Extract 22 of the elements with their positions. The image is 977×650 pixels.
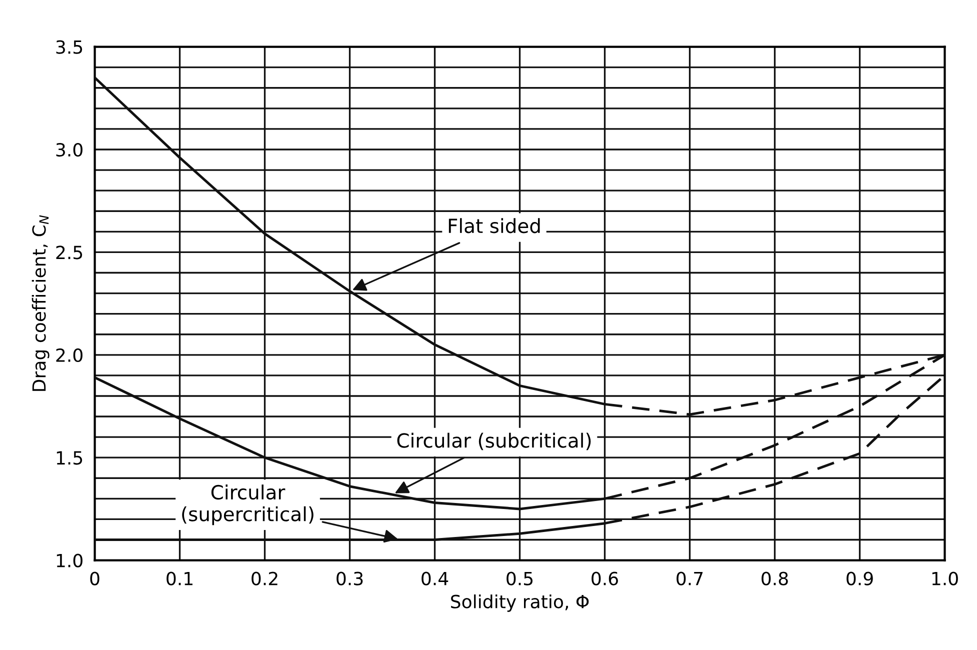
annotation: Circular (supercritical)	[182, 484, 314, 526]
x-tick-label: 1.0	[932, 572, 958, 586]
y-axis-title: Drag coefficient, C$_{N}$	[32, 215, 50, 391]
y-tick-label: 3.0	[56, 142, 82, 157]
annotation: Circular (subcritical)	[397, 432, 591, 450]
x-tick-label: 0.2	[252, 572, 278, 586]
x-axis-title: Solidity ratio, Φ	[451, 594, 589, 612]
x-tick-label: 0.9	[846, 572, 873, 586]
y-tick-label: 3.5	[56, 40, 82, 54]
y-tick-label: 1.0	[56, 554, 82, 568]
x-tick-label: 0.8	[762, 572, 788, 586]
x-tick-label: 0.4	[422, 572, 448, 586]
x-tick-label: 0.3	[336, 572, 363, 586]
x-tick-label: 0.6	[592, 572, 618, 586]
annotation: Flat sided	[448, 218, 540, 234]
x-tick-label: 0.5	[506, 572, 533, 586]
x-tick-label: 0.1	[166, 572, 192, 586]
y-tick-label: 2.5	[56, 246, 82, 260]
x-tick-label: 0	[90, 572, 100, 586]
y-tick-label: 1.5	[56, 451, 82, 465]
x-tick-label: 0.7	[676, 572, 703, 586]
y-tick-label: 2.0	[56, 348, 82, 362]
